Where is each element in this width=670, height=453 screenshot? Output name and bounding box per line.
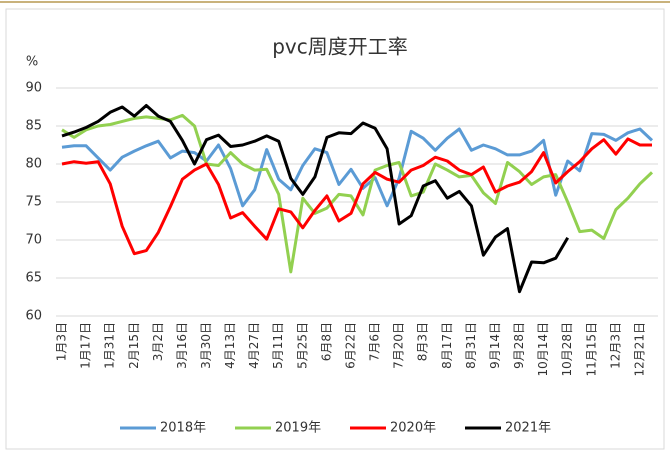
chart-border	[5, 8, 665, 450]
series-line	[61, 137, 652, 256]
x-tick-label: 7月6日	[368, 322, 382, 361]
x-tick-label: 5月25日	[295, 322, 309, 369]
x-tick-label: 3月16日	[175, 322, 189, 369]
series-line	[61, 104, 569, 294]
x-tick-label: 8月3日	[416, 322, 430, 361]
series-line	[61, 113, 654, 274]
x-tick-label: 3月2日	[151, 322, 165, 361]
y-axis-label: %	[26, 55, 38, 70]
x-tick-label: 8月17日	[440, 322, 454, 369]
x-tick-label: 1月31日	[103, 322, 117, 369]
x-tick-label: 11月15日	[584, 322, 598, 377]
x-tick-label: 4月13日	[223, 322, 237, 369]
x-tick-label: 12月21日	[632, 322, 646, 377]
x-tick-label: 7月20日	[392, 322, 406, 369]
legend-label: 2019年	[275, 421, 321, 436]
x-tick-label: 8月31日	[464, 322, 478, 369]
x-tick-label: 6月8日	[319, 322, 333, 361]
x-tick-label: 12月3日	[608, 322, 622, 369]
x-tick-label: 10月14日	[536, 322, 550, 377]
y-tick-label: 75	[25, 195, 42, 210]
legend-label: 2018年	[160, 421, 206, 436]
legend-label: 2020年	[390, 421, 436, 436]
x-tick-label: 1月3日	[55, 322, 69, 361]
y-tick-label: 60	[25, 309, 42, 324]
x-tick-label: 5月11日	[271, 322, 285, 369]
x-tick-label: 9月14日	[488, 322, 502, 369]
x-tick-label: 9月28日	[512, 322, 526, 369]
legend-label: 2021年	[505, 421, 551, 436]
y-tick-label: 80	[25, 157, 42, 172]
y-tick-label: 65	[25, 271, 42, 286]
y-tick-label: 90	[25, 81, 42, 96]
x-tick-label: 3月30日	[199, 322, 213, 369]
y-tick-label: 70	[25, 233, 42, 248]
chart-title: pvc周度开工率	[272, 35, 408, 59]
x-tick-label: 10月28日	[560, 322, 574, 377]
x-tick-label: 4月27日	[247, 322, 261, 369]
x-tick-label: 1月17日	[79, 322, 93, 369]
series-line	[61, 127, 654, 208]
x-tick-label: 6月22日	[343, 322, 357, 369]
y-tick-label: 85	[25, 119, 42, 134]
x-tick-label: 2月15日	[127, 322, 141, 369]
